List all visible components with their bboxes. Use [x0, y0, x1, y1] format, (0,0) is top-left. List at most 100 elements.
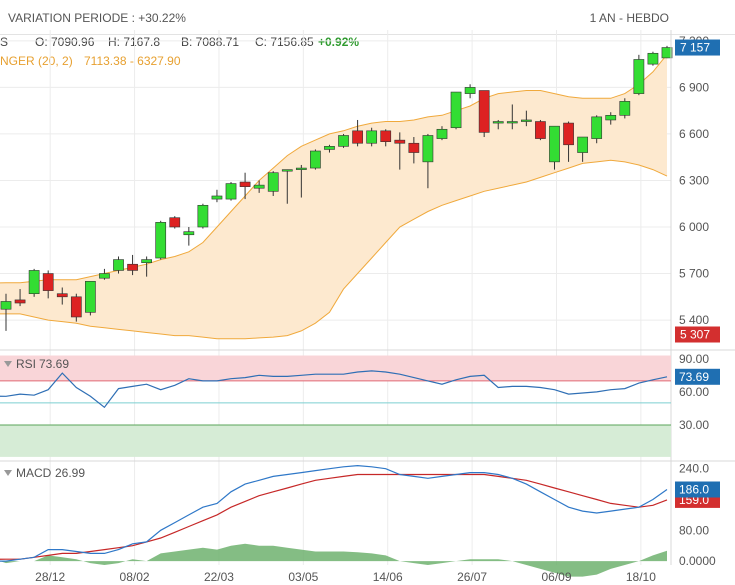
macd-line [0, 464, 668, 562]
candle-4 [56, 287, 68, 305]
candle-27 [380, 129, 392, 147]
candle-26 [366, 127, 378, 147]
candle-body-16 [225, 183, 237, 200]
price-tick-label-2: 6 600 [679, 127, 709, 141]
macd-tick-label-1: 80.00 [679, 523, 709, 537]
candle-23 [324, 144, 335, 153]
candle-17 [239, 172, 251, 200]
candle-38 [535, 119, 546, 141]
price-tick-label-6: 5 400 [679, 313, 709, 327]
candle-body-39 [549, 125, 560, 163]
candle-43 [605, 112, 617, 125]
candle-body-5 [70, 296, 82, 318]
candle-31 [436, 126, 448, 141]
rsi-line [0, 370, 668, 409]
candles [0, 45, 673, 331]
candle-body-30 [422, 135, 434, 163]
candle-29 [408, 137, 420, 164]
candle-body-2 [28, 270, 40, 295]
candle-body-29 [408, 142, 420, 153]
candle-body-3 [42, 273, 54, 291]
candle-body-46 [647, 52, 659, 65]
candle-12 [169, 216, 181, 229]
date-tick-label-6: 06/09 [541, 570, 571, 584]
candle-body-35 [492, 121, 504, 124]
rsi-value-badge-label: 73.69 [679, 370, 709, 384]
header-bar: VARIATION PERIODE : +30.22% 1 AN - HEBDO [0, 0, 735, 35]
macd-value-badge-label: 186.0 [679, 483, 709, 497]
band-low-badge [675, 326, 720, 343]
date-tick-label-5: 26/07 [457, 570, 487, 584]
rsi-tick-label-2: 30.00 [679, 418, 709, 432]
candle-body-33 [464, 87, 476, 94]
candle-body-41 [577, 136, 588, 153]
candle-30 [422, 133, 434, 189]
candle-body-36 [506, 121, 518, 124]
candle-39 [549, 125, 560, 170]
candle-40 [563, 121, 574, 162]
ohlc-legend: S O: 7090.96 H: 7167.8 B: 7088.71 C: 715… [0, 35, 359, 49]
candle-5 [70, 293, 82, 322]
candle-32 [450, 91, 462, 130]
candle-36 [506, 104, 518, 130]
candle-body-1 [14, 299, 26, 304]
macd-histogram [0, 543, 667, 577]
bollinger-values: 7113.38 - 6327.90 [84, 54, 181, 68]
rsi-label: RSI [16, 357, 36, 371]
candle-33 [464, 84, 476, 99]
candle-body-8 [113, 259, 124, 271]
date-tick-label-0: 28/12 [35, 570, 65, 584]
candle-body-32 [450, 91, 462, 129]
candle-28 [394, 132, 406, 170]
candle-45 [633, 54, 645, 96]
candle-body-23 [324, 146, 335, 150]
candle-35 [492, 119, 504, 130]
candle-8 [113, 256, 124, 274]
candle-body-37 [520, 119, 532, 122]
macd-collapse-icon [4, 470, 12, 476]
candle-20 [281, 169, 293, 204]
candle-0 [0, 293, 12, 331]
macd-value: 26.99 [55, 466, 85, 480]
candle-body-11 [155, 222, 167, 259]
candle-body-12 [169, 217, 181, 228]
change-label: +0.92% [318, 35, 359, 49]
candle-15 [211, 189, 223, 203]
date-axis: 28/12 08/02 22/03 03/05 14/06 26/07 06/09 18/10 [35, 570, 656, 584]
candle-body-25 [352, 130, 363, 144]
candle-body-34 [478, 90, 490, 133]
candle-body-43 [605, 115, 617, 121]
rsi-oversold-zone [0, 424, 671, 457]
candle-body-4 [56, 293, 68, 298]
candle-46 [647, 51, 659, 66]
candle-body-31 [436, 128, 448, 139]
candle-body-27 [380, 130, 392, 142]
period-selector[interactable]: 1 AN - HEBDO [589, 11, 669, 25]
band-low-label: 5 307 [680, 328, 710, 342]
candle-body-7 [99, 273, 110, 279]
candle-19 [267, 171, 279, 196]
price-tick-label-1: 6 900 [679, 80, 709, 94]
candle-24 [338, 133, 349, 148]
candle-22 [310, 149, 321, 170]
candle-37 [520, 110, 532, 127]
candle-body-38 [535, 121, 546, 139]
macd-tick-label-2: 0.0000 [679, 554, 716, 568]
candle-9 [127, 254, 138, 276]
bollinger-band [0, 54, 668, 340]
candle-body-28 [394, 139, 406, 144]
last-price-label: 7 157 [680, 41, 710, 55]
candle-body-40 [563, 122, 574, 146]
candle-body-17 [239, 181, 251, 187]
price-tick-label-5: 5 700 [679, 267, 709, 281]
candle-body-44 [619, 101, 631, 116]
candle-41 [577, 136, 588, 162]
symbol-label: S [0, 35, 8, 49]
candle-body-14 [197, 204, 209, 228]
candle-18 [253, 180, 265, 193]
macd-signal-line [0, 473, 668, 560]
date-tick-label-2: 22/03 [204, 570, 234, 584]
